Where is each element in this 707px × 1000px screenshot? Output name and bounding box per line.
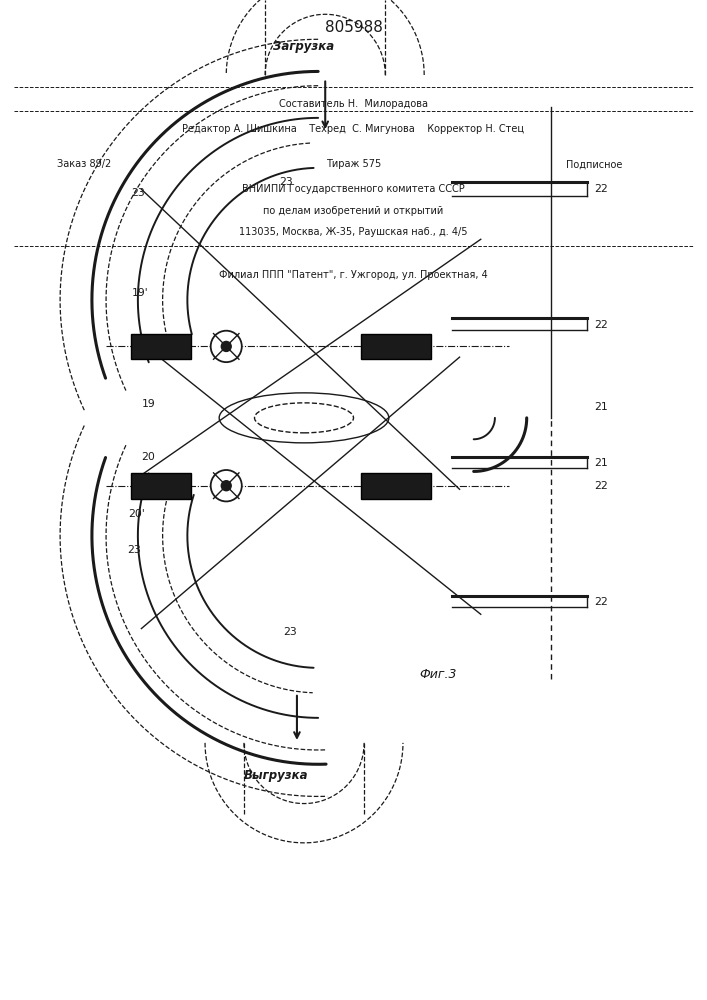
Text: 113035, Москва, Ж-35, Раушская наб., д. 4/5: 113035, Москва, Ж-35, Раушская наб., д. … — [239, 227, 468, 237]
Text: Выгрузка: Выгрузка — [243, 768, 308, 782]
Text: 19': 19' — [132, 288, 148, 298]
Text: 24: 24 — [139, 338, 152, 348]
Text: 23: 23 — [283, 627, 296, 637]
FancyBboxPatch shape — [131, 334, 191, 359]
Text: Составитель Н.  Милорадова: Составитель Н. Милорадова — [279, 99, 428, 109]
Text: Филиал ППП "Патент", г. Ужгород, ул. Проектная, 4: Филиал ППП "Патент", г. Ужгород, ул. Про… — [219, 270, 488, 280]
Text: Фиг.3: Фиг.3 — [419, 668, 457, 682]
Text: ВНИИПИ Государственного комитета СССР: ВНИИПИ Государственного комитета СССР — [242, 184, 465, 194]
Circle shape — [221, 341, 231, 351]
Text: Тираж 575: Тираж 575 — [326, 159, 381, 169]
Text: Заказ 89/2: Заказ 89/2 — [57, 159, 111, 169]
Text: 20: 20 — [141, 452, 156, 462]
Text: 24: 24 — [135, 477, 148, 487]
Circle shape — [211, 331, 242, 362]
Text: 20': 20' — [128, 509, 145, 519]
Text: Редактор А. Шишкина    Техред  С. Мигунова    Корректор Н. Стец: Редактор А. Шишкина Техред С. Мигунова К… — [182, 124, 525, 134]
Text: 19: 19 — [142, 399, 156, 409]
Text: 23: 23 — [132, 188, 145, 198]
Text: 21: 21 — [594, 458, 607, 468]
FancyBboxPatch shape — [131, 473, 191, 499]
Text: 23: 23 — [128, 545, 141, 555]
Text: Загрузка: Загрузка — [274, 40, 334, 53]
Text: 22: 22 — [594, 184, 607, 194]
Text: Подписное: Подписное — [566, 159, 622, 169]
Circle shape — [211, 470, 242, 501]
Text: 22: 22 — [594, 597, 607, 607]
Text: по делам изобретений и открытий: по делам изобретений и открытий — [264, 206, 443, 216]
FancyBboxPatch shape — [361, 473, 431, 499]
FancyBboxPatch shape — [361, 334, 431, 359]
Text: 805988: 805988 — [325, 20, 382, 35]
Circle shape — [221, 481, 231, 491]
Text: 22: 22 — [594, 481, 607, 491]
Text: 23: 23 — [279, 177, 293, 187]
Text: 22: 22 — [594, 320, 607, 330]
Text: 21: 21 — [594, 402, 607, 412]
